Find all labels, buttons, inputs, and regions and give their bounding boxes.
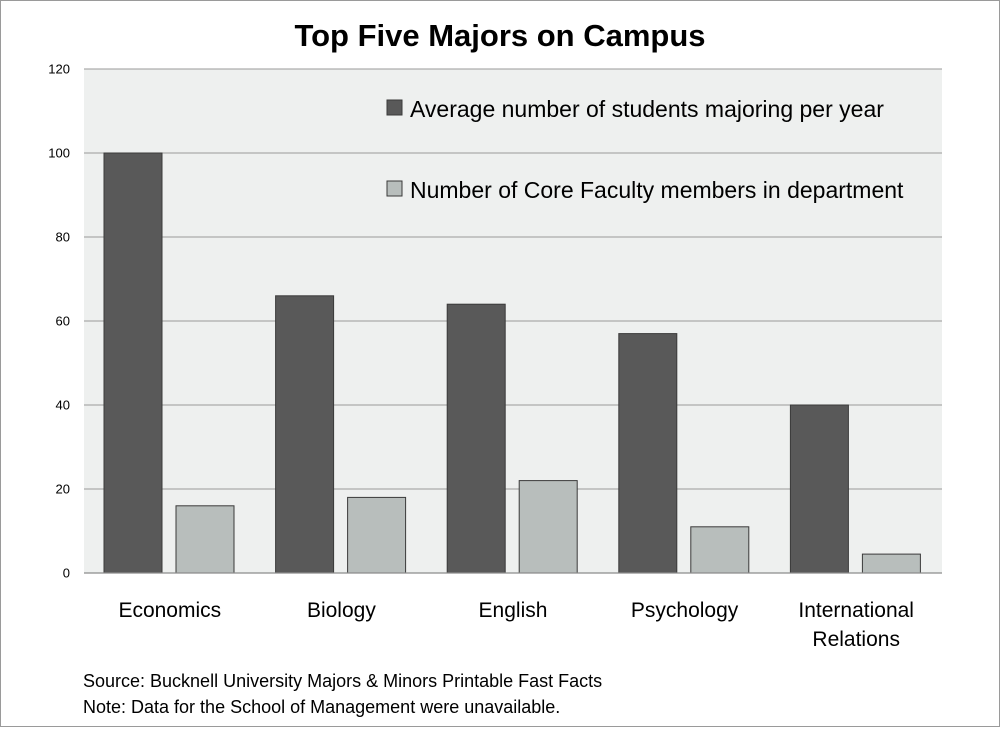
y-tick-label: 40	[56, 398, 70, 413]
y-tick-label: 0	[63, 566, 70, 581]
category-label: Relations	[812, 628, 900, 651]
bar-series-2-1	[347, 496, 407, 574]
y-tick-label: 100	[48, 146, 70, 161]
category-label: Psychology	[631, 599, 739, 622]
legend-label-series-2: Number of Core Faculty members in depart…	[410, 177, 904, 203]
chart-title: Top Five Majors on Campus	[294, 18, 705, 53]
y-tick-label: 120	[48, 62, 70, 77]
bar-series-2-3	[690, 526, 750, 574]
bar-series-1-0	[103, 152, 163, 574]
bar-series-1-4	[789, 404, 849, 574]
data-availability-note: Note: Data for the School of Management …	[83, 697, 560, 717]
bar-series-1-2	[446, 303, 506, 574]
bar-series-1-3	[618, 333, 678, 574]
x-axis-category-labels: Economics Biology English Psychology Interna…	[118, 599, 914, 651]
y-tick-label: 60	[56, 314, 70, 329]
legend: Average number of students majoring per …	[386, 96, 904, 203]
y-tick-label: 20	[56, 482, 70, 497]
legend-swatch-series-2	[386, 180, 403, 197]
y-axis-tick-labels: 0 20 40 60 80 100 120	[48, 62, 70, 581]
y-tick-label: 80	[56, 230, 70, 245]
bar-series-2-2	[518, 480, 578, 574]
bar-series-1-1	[275, 295, 335, 574]
category-label: Biology	[307, 599, 376, 622]
legend-swatch-series-1	[386, 99, 403, 116]
category-label: Economics	[118, 599, 221, 622]
category-label: English	[479, 599, 548, 622]
bar-series-2-0	[175, 505, 235, 574]
source-note: Source: Bucknell University Majors & Min…	[83, 671, 602, 691]
legend-label-series-1: Average number of students majoring per …	[410, 96, 884, 122]
category-label: International	[798, 599, 914, 622]
gridlines	[84, 68, 942, 490]
bar-series-2-4	[861, 553, 921, 574]
bars	[103, 152, 921, 574]
